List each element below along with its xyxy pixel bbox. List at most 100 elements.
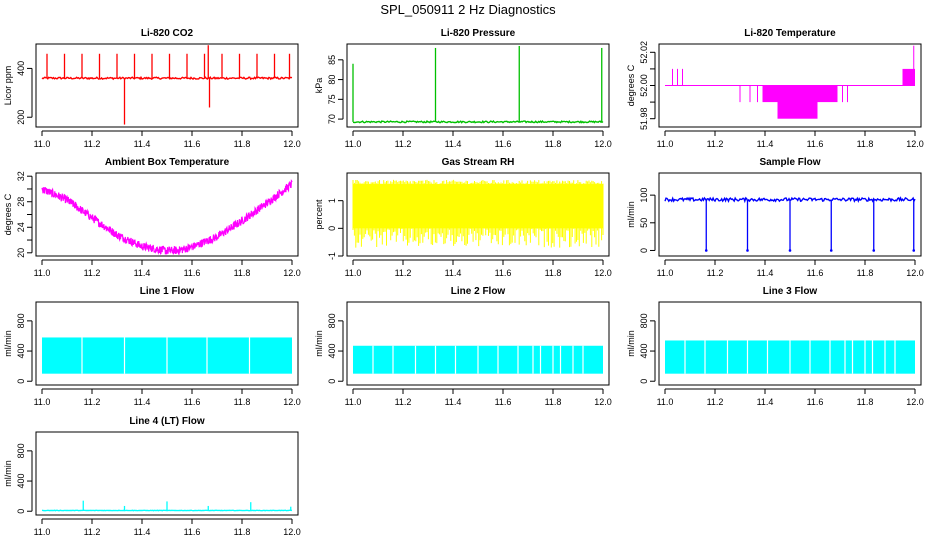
y-tick-label: 70 xyxy=(327,114,337,124)
y-axis-label: Licor ppm xyxy=(3,66,13,106)
y-tick-label: 0 xyxy=(639,379,649,384)
x-tick-label: 11.4 xyxy=(757,397,774,407)
y-axis: 0 50 100 xyxy=(639,188,656,253)
x-tick-label: 11.4 xyxy=(134,397,151,407)
x-tick-label: 11.8 xyxy=(545,397,562,407)
x-tick-label: 11.2 xyxy=(84,397,101,407)
x-axis: 11.0 11.2 11.4 11.6 11.8 12.0 xyxy=(657,388,924,407)
x-tick-label: 11.8 xyxy=(857,268,874,278)
series-line xyxy=(41,75,293,81)
y-tick-label: 85 xyxy=(327,55,337,65)
data-layer xyxy=(353,345,603,374)
y-tick-label: 0 xyxy=(639,248,649,253)
data-block xyxy=(902,68,915,86)
y-tick-label: 20 xyxy=(16,248,26,258)
y-tick-label: 400 xyxy=(639,344,649,359)
y-axis-label: ml/min xyxy=(626,201,636,228)
chart-panel-line4: Line 4 (LT) Flow 11.0 11.2 11.4 11.6 11.8 12.0… xyxy=(3,416,301,537)
y-tick-label: 800 xyxy=(16,313,26,328)
x-tick-label: 12.0 xyxy=(283,268,301,278)
x-tick-label: 11.6 xyxy=(495,268,512,278)
y-axis: -1 0 1 xyxy=(327,198,344,260)
chart-title: Li-820 Pressure xyxy=(441,28,516,39)
y-tick-label: 0 xyxy=(327,226,337,231)
x-tick-label: 12.0 xyxy=(906,397,924,407)
x-tick-label: 11.2 xyxy=(707,397,724,407)
y-tick-label: 52.00 xyxy=(639,74,649,97)
x-tick-label: 11.6 xyxy=(184,268,201,278)
y-axis-label: ml/min xyxy=(3,460,13,487)
x-tick-label: 11.4 xyxy=(134,527,151,537)
chart-panel-line3: Line 3 Flow 11.0 11.2 11.4 11.6 11.8 12.0 0 400 8… xyxy=(626,286,924,407)
y-tick-label: 400 xyxy=(327,344,337,359)
data-point xyxy=(704,249,708,252)
y-tick-label: 51.98 xyxy=(639,107,649,130)
x-tick-label: 11.6 xyxy=(495,139,512,149)
x-tick-label: 12.0 xyxy=(594,139,612,149)
x-tick-label: 12.0 xyxy=(906,139,924,149)
chart-title: Line 4 (LT) Flow xyxy=(129,416,205,427)
x-tick-label: 11.8 xyxy=(234,268,251,278)
plot-frame xyxy=(35,431,299,516)
x-axis: 11.0 11.2 11.4 11.6 11.8 12.0 xyxy=(34,130,301,149)
y-tick-label: 50 xyxy=(639,218,649,228)
y-tick-label: 1 xyxy=(327,198,337,203)
chart-panel-line2: Line 2 Flow 11.0 11.2 11.4 11.6 11.8 12.0 0 400 8… xyxy=(314,286,612,407)
y-axis: 51.98 52.00 52.02 xyxy=(639,41,656,130)
y-tick-label: 200 xyxy=(16,110,26,125)
x-tick-label: 11.2 xyxy=(395,268,412,278)
y-tick-label: 80 xyxy=(327,75,337,85)
x-tick-label: 11.4 xyxy=(757,139,774,149)
plot-frame xyxy=(658,301,922,386)
y-tick-label: 28 xyxy=(16,197,26,207)
y-tick-label: 32 xyxy=(16,171,26,181)
data-point xyxy=(788,249,792,252)
plot-frame xyxy=(346,301,610,386)
y-axis-label: ml/min xyxy=(314,330,324,357)
x-tick-label: 11.2 xyxy=(84,139,101,149)
x-axis: 11.0 11.2 11.4 11.6 11.8 12.0 xyxy=(34,388,301,407)
chart-panel-temp: Li-820 Temperature 11.0 11.2 11.4 11.6 11.8 12… xyxy=(626,28,924,149)
y-tick-label: 800 xyxy=(16,443,26,458)
x-tick-label: 11.2 xyxy=(707,268,724,278)
data-layer xyxy=(665,340,915,374)
x-tick-label: 12.0 xyxy=(594,397,612,407)
y-tick-label: 0 xyxy=(16,379,26,384)
x-tick-label: 11.6 xyxy=(807,397,824,407)
y-axis-label: percent xyxy=(314,199,324,230)
chart-title: Line 1 Flow xyxy=(140,286,195,297)
x-tick-label: 11.8 xyxy=(234,527,251,537)
y-axis: 20 24 28 32 xyxy=(16,171,33,258)
x-tick-label: 11.8 xyxy=(545,268,562,278)
chart-panel-pressure: Li-820 Pressure 11.0 11.2 11.4 11.6 11.8 12.0 7… xyxy=(314,28,612,149)
x-tick-label: 11.8 xyxy=(545,139,562,149)
y-tick-label: -1 xyxy=(327,252,337,260)
y-axis-label: degrees C xyxy=(3,193,13,235)
x-tick-label: 11.0 xyxy=(34,268,51,278)
x-axis: 11.0 11.2 11.4 11.6 11.8 12.0 xyxy=(657,259,924,278)
data-block xyxy=(777,85,818,119)
x-tick-label: 11.2 xyxy=(395,139,412,149)
chart-panel-sample: Sample Flow 11.0 11.2 11.4 11.6 11.8 12.0 0 50 10… xyxy=(626,157,924,278)
y-axis-label: degrees C xyxy=(626,64,636,106)
x-tick-label: 11.4 xyxy=(445,139,462,149)
y-tick-label: 800 xyxy=(639,313,649,328)
figure-title: SPL_050911 2 Hz Diagnostics xyxy=(380,2,556,17)
x-tick-label: 11.6 xyxy=(495,397,512,407)
x-tick-label: 11.8 xyxy=(234,397,251,407)
chart-title: Line 3 Flow xyxy=(763,286,818,297)
chart-title: Gas Stream RH xyxy=(442,157,515,168)
plot-frame xyxy=(346,172,610,257)
y-tick-label: 400 xyxy=(16,474,26,489)
data-layer xyxy=(665,45,915,119)
chart-panel-rh: Gas Stream RH 11.0 11.2 11.4 11.6 11.8 12.0 -1 0… xyxy=(314,157,612,278)
x-tick-label: 12.0 xyxy=(283,397,301,407)
x-axis: 11.0 11.2 11.4 11.6 11.8 12.0 xyxy=(345,259,612,278)
data-layer xyxy=(352,45,604,124)
x-tick-label: 11.6 xyxy=(184,139,201,149)
data-layer xyxy=(41,179,293,255)
x-axis: 11.0 11.2 11.4 11.6 11.8 12.0 xyxy=(657,130,924,149)
x-tick-label: 12.0 xyxy=(594,268,612,278)
x-tick-label: 11.0 xyxy=(34,139,51,149)
